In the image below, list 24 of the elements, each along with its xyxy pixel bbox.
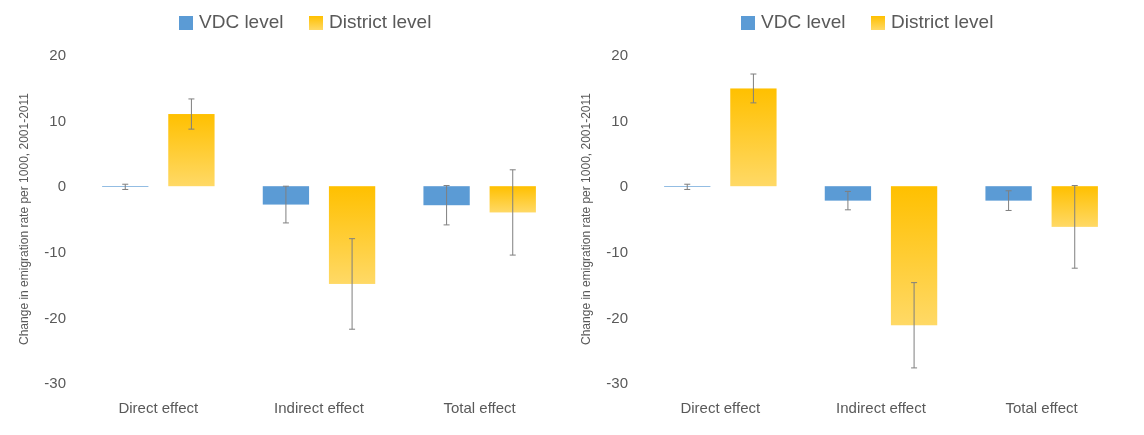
- y-tick-label: -20: [44, 308, 66, 326]
- y-tick-label: 20: [49, 46, 66, 64]
- y-axis-title: Change in emigration rate per 1000, 2001-2011: [17, 92, 31, 345]
- x-tick-label: Indirect effect: [836, 399, 927, 416]
- y-tick-label: -30: [44, 374, 66, 392]
- legend-label: District level: [891, 11, 994, 32]
- y-tick-label: -20: [606, 308, 628, 326]
- y-axis-title: Change in emigration rate per 1000, 2001-2011: [579, 92, 593, 345]
- y-tick-label: -10: [44, 243, 66, 261]
- y-tick-label: 10: [611, 111, 628, 129]
- y-tick-label: 20: [611, 46, 628, 64]
- x-tick-label: Total effect: [443, 399, 517, 416]
- legend-label: VDC level: [761, 11, 846, 32]
- legend-label: District level: [329, 11, 432, 32]
- y-tick-label: -10: [606, 243, 628, 261]
- y-tick-label: 0: [619, 177, 628, 195]
- y-tick-label: -30: [606, 374, 628, 392]
- x-tick-label: Direct effect: [680, 399, 762, 416]
- y-tick-label: 0: [57, 177, 66, 195]
- y-tick-label: 10: [49, 111, 66, 129]
- x-tick-label: Direct effect: [118, 399, 200, 416]
- legend-label: VDC level: [199, 11, 284, 32]
- x-tick-label: Total effect: [1005, 399, 1079, 416]
- x-tick-label: Indirect effect: [274, 399, 365, 416]
